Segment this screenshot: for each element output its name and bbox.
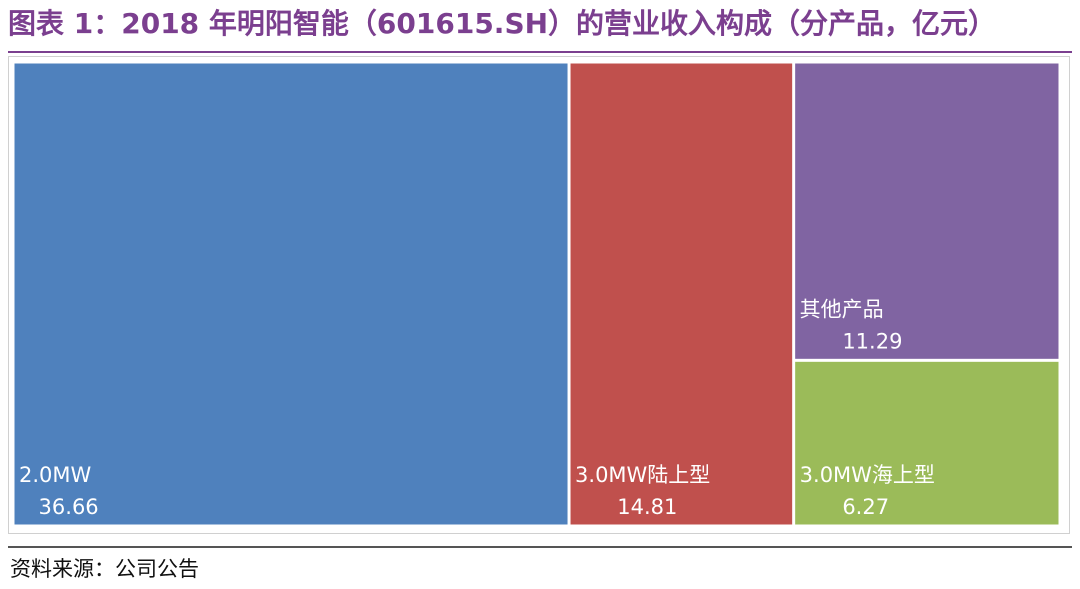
treemap-label-value: 36.66 xyxy=(39,495,99,519)
treemap-rect-1 xyxy=(14,63,568,525)
footer-divider xyxy=(8,546,1072,548)
treemap-cell-2: 3.0MW陆上型 14.81 xyxy=(570,63,793,525)
treemap-label-value: 6.27 xyxy=(842,495,889,519)
treemap-rect-3 xyxy=(795,63,1059,359)
treemap-cell-1: 2.0MW 36.66 xyxy=(14,63,568,525)
treemap-cell-4: 3.0MW海上型 6.27 xyxy=(795,361,1059,525)
treemap-label-name: 3.0MW陆上型 xyxy=(575,463,710,487)
chart-title: 图表 1：2018 年明阳智能（601615.SH）的营业收入构成（分产品，亿元… xyxy=(8,7,997,40)
treemap-label-name: 3.0MW海上型 xyxy=(800,463,935,487)
treemap-label-name: 其他产品 xyxy=(800,297,884,321)
treemap-rect-4 xyxy=(795,361,1059,525)
title-divider xyxy=(8,51,1072,53)
treemap-rect-2 xyxy=(570,63,793,525)
treemap-label-name: 2.0MW xyxy=(19,463,92,487)
treemap-label-value: 11.29 xyxy=(842,329,902,353)
source-note: 资料来源：公司公告 xyxy=(10,557,199,581)
treemap-label-value: 14.81 xyxy=(617,495,677,519)
chart-frame xyxy=(8,56,1070,534)
treemap-cell-3: 其他产品 11.29 xyxy=(795,63,1059,359)
